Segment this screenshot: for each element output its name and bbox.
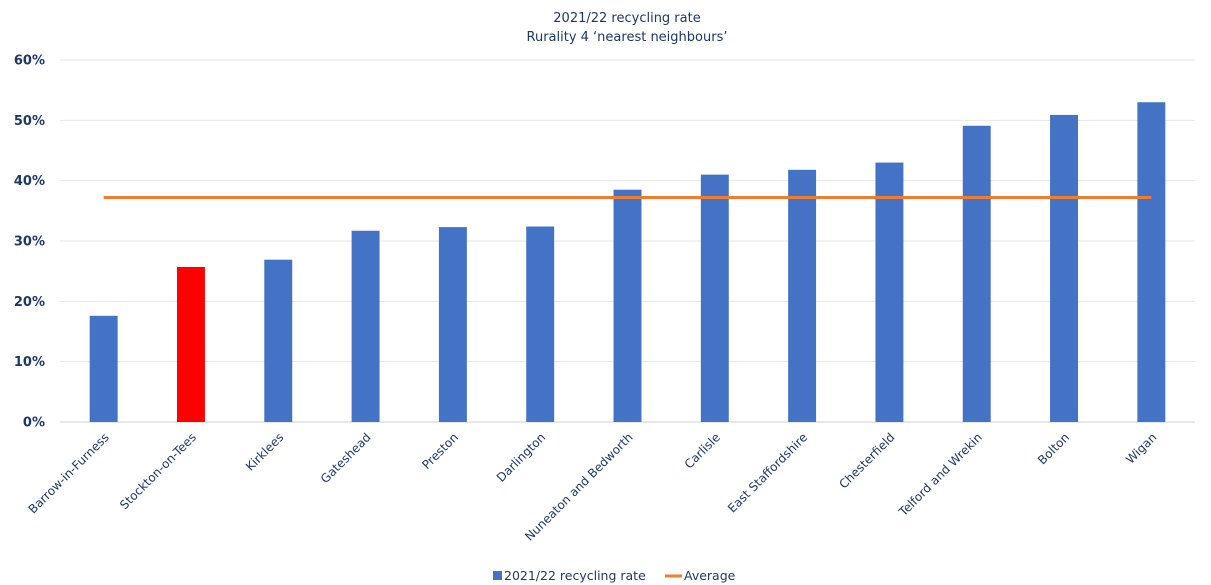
x-tick-label: Wigan (1123, 430, 1159, 466)
y-tick-label: 30% (14, 235, 45, 250)
bar-darlington (526, 226, 555, 422)
bar-preston (438, 227, 467, 422)
bar-east-staffordshire (788, 169, 817, 422)
bar-chesterfield (875, 162, 904, 423)
x-tick-label: Carlisle (682, 430, 723, 471)
x-axis-ticks: Barrow-in-Furness Stockton-on-Tees Kirklee… (26, 430, 1160, 543)
bars (89, 102, 1166, 423)
legend-label-bars: 2021/22 recycling rate (504, 568, 646, 583)
y-tick-label: 20% (14, 295, 45, 310)
y-tick-label: 60% (14, 54, 45, 69)
y-axis-ticks: 0% 10% 20% 30% 40% 50% 60% (14, 54, 45, 431)
legend-swatch-bars (493, 571, 502, 580)
x-tick-label: Darlington (494, 430, 549, 485)
x-tick-label: East Staffordshire (725, 430, 810, 515)
chart-subtitle: Rurality 4 ‘nearest neighbours’ (527, 30, 728, 45)
bar-nuneaton-and-bedworth (613, 189, 642, 422)
y-tick-label: 0% (23, 416, 45, 431)
x-tick-label: Preston (419, 430, 461, 472)
x-tick-label: Telford and Wrekin (895, 430, 984, 519)
x-tick-label: Stockton-on-Tees (117, 430, 199, 512)
x-tick-label: Chesterfield (836, 430, 897, 491)
y-tick-label: 50% (14, 114, 45, 129)
x-tick-label: Gateshead (318, 430, 374, 486)
x-tick-label: Barrow-in-Furness (26, 430, 112, 516)
y-tick-label: 10% (14, 355, 45, 370)
y-tick-label: 40% (14, 174, 45, 189)
x-tick-label: Bolton (1035, 430, 1072, 467)
bar-barrow-in-furness (89, 315, 118, 422)
x-tick-label: Kirklees (243, 430, 286, 473)
bar-telford-and-wrekin (962, 125, 991, 422)
bar-carlisle (700, 174, 729, 422)
bar-stockton-on-tees (176, 266, 205, 422)
bar-bolton (1050, 114, 1079, 423)
chart-title: 2021/22 recycling rate (553, 11, 700, 26)
bar-gateshead (351, 230, 380, 422)
legend: 2021/22 recycling rate Average (493, 568, 736, 583)
legend-label-average: Average (684, 568, 736, 583)
bar-kirklees (264, 259, 293, 422)
bar-wigan (1137, 102, 1166, 422)
